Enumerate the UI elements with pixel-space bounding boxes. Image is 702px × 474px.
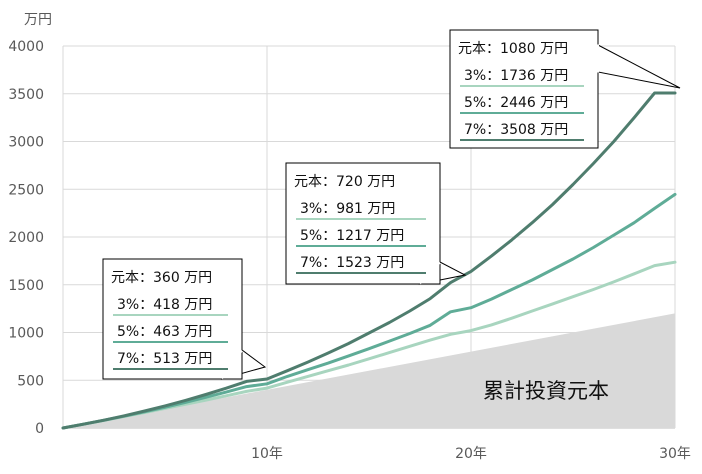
callout-pointer xyxy=(597,44,681,89)
area-label: 累計投資元本 xyxy=(483,379,609,403)
callout-30: 元本：1080 万円 3%：1736 万円 5%：2446 万円 7%：3508 万円 xyxy=(449,29,681,149)
callout-line: 5%：1217 万円 xyxy=(300,228,404,244)
callout-line: 7%：1523 万円 xyxy=(300,255,404,271)
callout-line: 元本：720 万円 xyxy=(294,174,395,190)
callout-line: 3%：981 万円 xyxy=(300,201,395,217)
y-tick-label: 1000 xyxy=(8,326,44,342)
x-tick-label: 10年 xyxy=(251,446,283,462)
callout-line: 5%：2446 万円 xyxy=(464,95,568,111)
callout-pointer-joint xyxy=(221,349,243,380)
x-tick-label: 20年 xyxy=(455,446,487,462)
callout-box xyxy=(449,29,599,149)
y-tick-label: 3000 xyxy=(8,135,44,151)
callout-line: 元本：360 万円 xyxy=(111,270,212,286)
y-tick-label: 2500 xyxy=(8,182,44,198)
x-tick-label: 30年 xyxy=(659,446,691,462)
series-lines xyxy=(61,91,677,430)
y-tick-label: 0 xyxy=(35,421,44,437)
y-tick-label: 2000 xyxy=(8,230,44,246)
y-tick-label: 4000 xyxy=(8,39,44,55)
labels: 累計投資元本 xyxy=(483,379,609,403)
y-tick-label: 1500 xyxy=(8,278,44,294)
callout-pointer-joint xyxy=(419,261,441,285)
callout-line: 3%：418 万円 xyxy=(117,297,212,313)
callout-line: 7%：513 万円 xyxy=(117,351,212,367)
y-axis-unit: 万円 xyxy=(24,12,52,28)
callout-box xyxy=(102,258,243,380)
y-tick-label: 500 xyxy=(17,373,44,389)
callouts: 元本：360 万円 3%：418 万円 5%：463 万円 7%：513 万円 元本：7… xyxy=(102,29,681,380)
series-line-7pct xyxy=(61,91,677,430)
callout-20: 元本：720 万円 3%：981 万円 5%：1217 万円 7%：1523 万円 xyxy=(285,162,467,285)
callout-10: 元本：360 万円 3%：418 万円 5%：463 万円 7%：513 万円 xyxy=(102,258,267,380)
callout-line: 7%：3508 万円 xyxy=(464,122,568,138)
callout-line: 5%：463 万円 xyxy=(117,324,212,340)
callout-line: 元本：1080 万円 xyxy=(458,41,568,57)
callout-line: 3%：1736 万円 xyxy=(464,68,568,84)
axes: 万円 0 500 1000 1500 2000 2500 3000 3500 4000 10年 20… xyxy=(8,12,691,462)
callout-box xyxy=(285,162,441,285)
y-tick-label: 3500 xyxy=(8,87,44,103)
